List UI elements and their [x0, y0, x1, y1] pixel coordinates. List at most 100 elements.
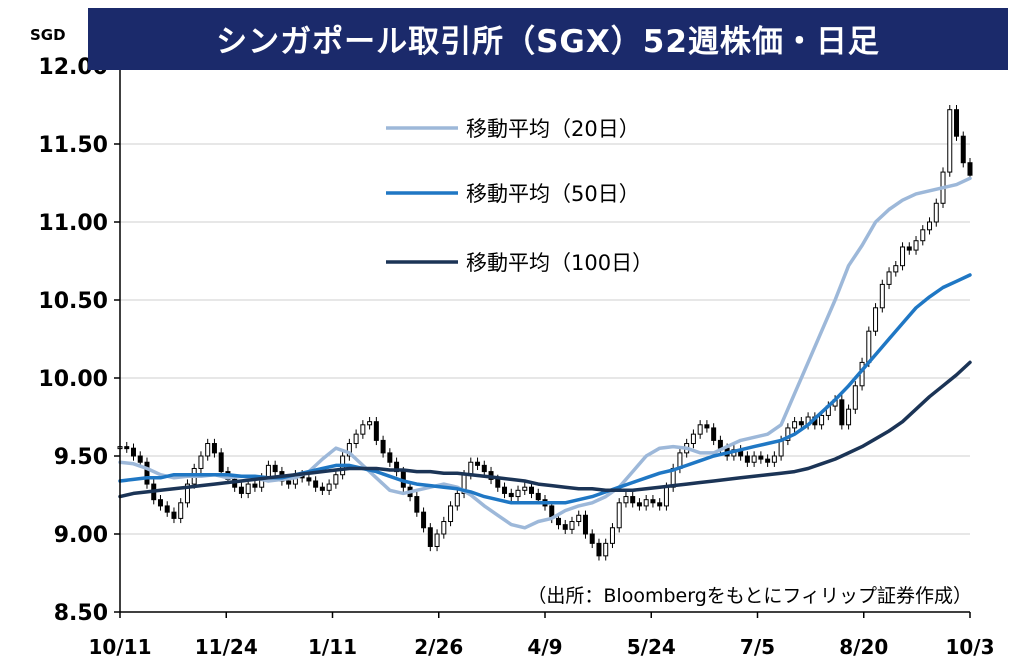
candle-body: [427, 527, 433, 547]
y-tick-label: 9.00: [54, 523, 108, 548]
candle-body: [218, 452, 224, 473]
candle-body: [717, 439, 723, 449]
candle-body: [819, 414, 825, 426]
candle-body: [184, 483, 190, 504]
candle-body: [157, 499, 163, 507]
candle-body: [252, 483, 258, 488]
candle-body: [609, 527, 615, 544]
candle-body: [286, 480, 292, 485]
y-tick-label: 11.00: [38, 211, 108, 236]
candle-body: [576, 514, 582, 523]
candle-body: [535, 492, 541, 501]
candle-body: [636, 502, 642, 507]
candle-body: [785, 427, 791, 441]
candle-body: [913, 240, 919, 251]
candle-body: [879, 283, 885, 309]
candle-body: [893, 265, 899, 273]
candle-body: [960, 135, 966, 164]
candle-body: [360, 424, 366, 435]
candle-body: [434, 533, 440, 547]
candle-body: [441, 521, 447, 535]
x-tick-labels: 10/11 11/24 1/11 2/26 4/9 5/24 7/5 8/20 10/3: [89, 612, 995, 659]
candle-body: [414, 496, 420, 513]
candle-body: [475, 461, 481, 466]
legend-label: 移動平均（50日）: [466, 182, 640, 206]
candle-body: [582, 514, 588, 535]
candle-body: [798, 421, 804, 426]
x-tick-label: 7/5: [740, 635, 775, 659]
candle-body: [616, 502, 622, 529]
candle-body: [238, 486, 244, 494]
title-background: [88, 8, 1008, 70]
candle-body: [481, 464, 487, 473]
candle-body: [596, 542, 602, 557]
x-tick-label: 10/11: [89, 635, 152, 659]
candle-body: [751, 455, 757, 463]
candle-body: [508, 492, 514, 498]
candle-body: [704, 424, 710, 429]
candle-body: [778, 439, 784, 457]
candle-body: [529, 486, 535, 494]
candle-body: [211, 443, 217, 454]
candle-body: [367, 421, 373, 426]
candle-body: [306, 477, 312, 482]
candle-body: [495, 478, 501, 488]
candle-body: [515, 489, 521, 498]
candle-body: [927, 221, 933, 231]
candle-body: [171, 511, 177, 519]
y-tick-label: 11.50: [38, 133, 108, 158]
candle-body: [792, 421, 798, 429]
candle-body: [130, 447, 136, 457]
candle-body: [137, 455, 143, 463]
candle-body: [947, 109, 953, 173]
candle-body: [765, 458, 771, 463]
candle-body: [771, 455, 777, 463]
candle-body: [313, 480, 319, 488]
candle-body: [711, 427, 717, 441]
candle-body: [205, 443, 211, 457]
x-tick-label: 1/11: [308, 635, 357, 659]
candle-body: [690, 433, 696, 445]
candle-body: [333, 474, 339, 485]
candle-body: [663, 486, 669, 507]
moving-average-lines: [118, 176, 972, 530]
candle-body: [178, 502, 184, 519]
candle-body: [144, 461, 150, 485]
x-tick-label: 8/20: [839, 635, 888, 659]
y-tick-label: 10.50: [38, 289, 108, 314]
candle-body: [906, 246, 912, 251]
candle-body: [933, 202, 939, 223]
candle-body: [697, 424, 703, 435]
candle-body: [353, 433, 359, 445]
chart-title: シンガポール取引所（SGX）52週株価・日足: [216, 24, 880, 60]
chart-title-bar: シンガポール取引所（SGX）52週株価・日足: [88, 8, 1008, 70]
legend-label: 移動平均（100日）: [466, 251, 653, 275]
candle-body: [502, 486, 508, 494]
candle-body: [967, 162, 973, 176]
y-tick-label: 10.00: [38, 367, 108, 392]
candle-body: [744, 455, 750, 463]
candle-body: [569, 521, 575, 530]
candle-body: [373, 421, 379, 441]
candle-body: [623, 496, 629, 504]
ma-line-2: [118, 360, 972, 499]
candle-body: [657, 502, 663, 507]
candle-body: [454, 492, 460, 507]
candle-body: [421, 511, 427, 529]
x-tick-label: 4/9: [527, 635, 562, 659]
y-tick-label: 9.50: [54, 445, 108, 470]
candle-body: [346, 443, 352, 457]
candle-body: [852, 385, 858, 410]
candle-body: [555, 517, 561, 526]
candle-body: [866, 330, 872, 363]
candle-body: [319, 486, 325, 491]
candle-body: [198, 455, 204, 469]
x-tick-label: 11/24: [195, 635, 258, 659]
legend-label: 移動平均（20日）: [466, 117, 640, 141]
candle-body: [920, 229, 926, 242]
y-unit-label: SGD: [30, 26, 66, 44]
y-tick-label: 8.50: [54, 601, 108, 626]
